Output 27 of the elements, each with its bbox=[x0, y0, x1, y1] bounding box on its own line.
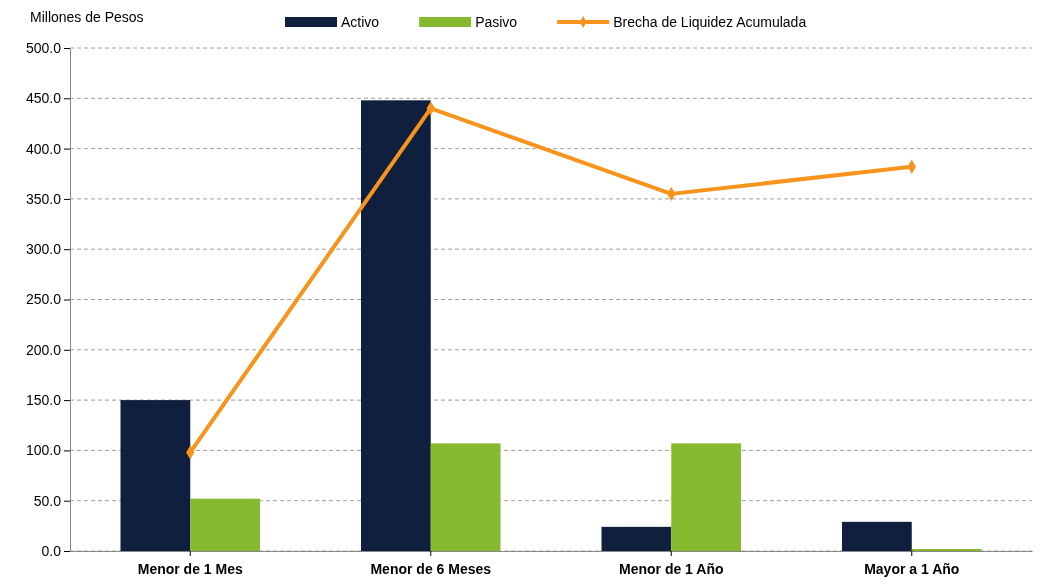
legend-label: Pasivo bbox=[475, 14, 518, 30]
bar bbox=[911, 548, 982, 551]
x-tick-label: Menor de 6 Meses bbox=[370, 561, 492, 578]
y-tick-label: 200.0 bbox=[25, 341, 62, 358]
bar bbox=[601, 526, 672, 551]
bar bbox=[361, 100, 431, 551]
bar bbox=[120, 400, 191, 551]
y-tick-label: 250.0 bbox=[25, 291, 62, 308]
bar bbox=[190, 498, 260, 551]
bar bbox=[842, 521, 912, 551]
legend-label: Brecha de Liquidez Acumulada bbox=[613, 14, 807, 30]
bar bbox=[430, 443, 501, 551]
x-tick-label: Menor de 1 Mes bbox=[137, 561, 243, 578]
y-tick-label: 350.0 bbox=[25, 190, 62, 207]
y-tick-label: 0.0 bbox=[41, 542, 62, 559]
x-tick-label: Menor de 1 Año bbox=[619, 561, 724, 578]
legend-label: Activo bbox=[341, 14, 380, 30]
y-tick-label: 150.0 bbox=[25, 392, 62, 409]
bar bbox=[671, 443, 741, 551]
y-tick-label: 400.0 bbox=[25, 140, 62, 157]
y-tick-label: 100.0 bbox=[25, 442, 62, 459]
y-tick-label: 50.0 bbox=[33, 492, 62, 509]
y-tick-label: 500.0 bbox=[25, 39, 62, 56]
x-tick-label: Mayor a 1 Año bbox=[864, 561, 960, 578]
y-axis-title: Millones de Pesos bbox=[30, 9, 144, 25]
y-tick-label: 450.0 bbox=[25, 90, 62, 107]
y-tick-label: 300.0 bbox=[25, 241, 62, 258]
